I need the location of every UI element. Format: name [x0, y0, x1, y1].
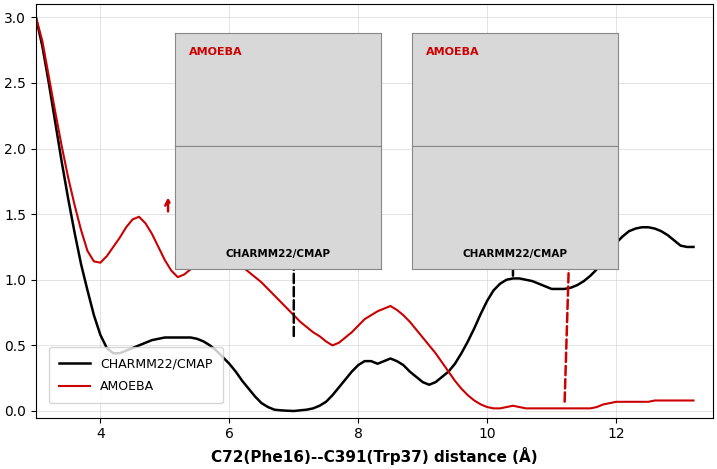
AMOEBA — [631, 399, 640, 405]
CHARMM22/CMAP — [637, 225, 646, 230]
AMOEBA — [489, 406, 498, 411]
AMOEBA — [689, 398, 698, 403]
AMOEBA — [412, 327, 421, 333]
AMOEBA — [32, 15, 40, 20]
CHARMM22/CMAP — [689, 244, 698, 250]
CHARMM22/CMAP — [32, 15, 40, 20]
CHARMM22/CMAP — [631, 226, 640, 231]
Line: CHARMM22/CMAP: CHARMM22/CMAP — [36, 17, 693, 411]
CHARMM22/CMAP — [650, 226, 659, 231]
CHARMM22/CMAP — [618, 234, 627, 239]
Legend: CHARMM22/CMAP, AMOEBA: CHARMM22/CMAP, AMOEBA — [49, 347, 222, 403]
X-axis label: C72(Phe16)--C391(Trp37) distance (Å): C72(Phe16)--C391(Trp37) distance (Å) — [211, 447, 538, 465]
CHARMM22/CMAP — [419, 379, 427, 385]
AMOEBA — [212, 244, 221, 250]
CHARMM22/CMAP — [290, 408, 298, 414]
AMOEBA — [618, 399, 627, 405]
CHARMM22/CMAP — [212, 348, 221, 354]
Line: AMOEBA: AMOEBA — [36, 17, 693, 408]
AMOEBA — [650, 398, 659, 403]
AMOEBA — [637, 399, 646, 405]
